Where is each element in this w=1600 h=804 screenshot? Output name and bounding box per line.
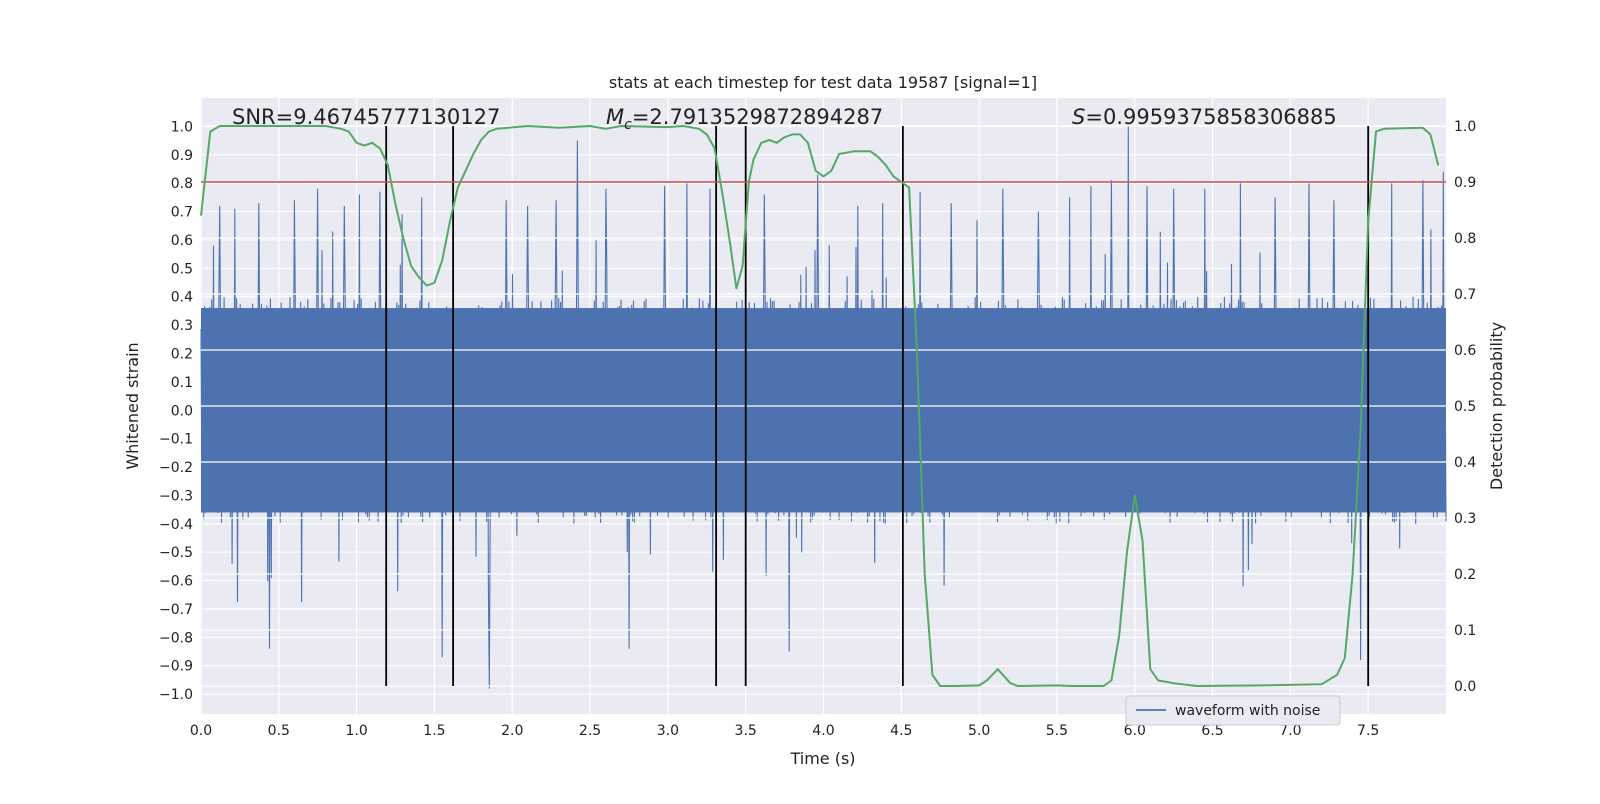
y-left-tick-label: −0.5: [159, 545, 193, 561]
x-tick-label: 7.5: [1357, 723, 1379, 739]
snr-annotation: SNR=9.46745777130127: [232, 105, 500, 129]
y-right-tick-label: 0.5: [1454, 399, 1476, 415]
y-left-tick-label: 0.9: [171, 148, 193, 164]
y-right-tick-label: 0.0: [1454, 679, 1476, 695]
y-left-tick-label: 0.0: [171, 403, 193, 419]
mc-symbol: M: [606, 105, 624, 129]
y-left-axis-label: Whitened strain: [123, 342, 142, 469]
y-left-tick-label: 0.2: [171, 346, 193, 362]
x-tick-labels: 0.0 0.5 1.0 1.5 2.0 2.5 3.0 3.5 4.0 4.5 5.0 5.5 6.0 6…: [190, 723, 1379, 739]
y-left-tick-label: 0.8: [171, 176, 193, 192]
s-symbol: S: [1072, 105, 1085, 129]
y-left-tick-labels: 1.0 0.9 0.8 0.7 0.6 0.5 0.4 0.3 0.2 0.1 0.0 −0.1 −0.…: [159, 119, 193, 703]
x-tick-label: 0.5: [268, 723, 290, 739]
y-left-tick-label: −0.7: [159, 602, 193, 618]
y-left-tick-label: 0.1: [171, 375, 193, 391]
legend-box: [1125, 695, 1341, 726]
x-tick-label: 1.0: [345, 723, 367, 739]
y-left-tick-label: 0.5: [171, 261, 193, 277]
y-right-tick-label: 0.1: [1454, 623, 1476, 639]
s-value: =0.9959375858306885: [1085, 105, 1336, 129]
y-left-tick-label: −0.2: [159, 460, 193, 476]
x-axis-label: Time (s): [789, 749, 855, 768]
x-tick-label: 2.0: [501, 723, 523, 739]
y-right-tick-label: 0.6: [1454, 343, 1476, 359]
y-left-tick-label: 1.0: [171, 119, 193, 135]
y-left-tick-label: 0.7: [171, 205, 193, 221]
y-right-tick-label: 0.4: [1454, 455, 1476, 471]
legend-entry-waveform: waveform with noise: [1175, 703, 1320, 719]
x-tick-label: 5.0: [968, 723, 990, 739]
y-right-tick-label: 0.8: [1454, 231, 1476, 247]
y-left-tick-label: −0.8: [159, 630, 193, 646]
mc-annotation: Mc=2.7913529872894287: [606, 105, 883, 133]
x-tick-label: 4.0: [812, 723, 834, 739]
y-left-tick-label: −0.4: [159, 517, 193, 533]
waveform-series: [200, 126, 1447, 689]
chart-title: stats at each timestep for test data 195…: [609, 73, 1037, 92]
y-right-tick-label: 0.9: [1454, 175, 1476, 191]
y-left-tick-label: 0.6: [171, 233, 193, 249]
mc-subscript: c: [624, 117, 632, 133]
y-left-tick-label: −0.3: [159, 488, 193, 504]
y-left-tick-label: −1.0: [159, 687, 193, 703]
x-tick-label: 7.0: [1279, 723, 1301, 739]
x-tick-label: 0.0: [190, 723, 212, 739]
y-right-tick-label: 0.2: [1454, 567, 1476, 583]
detection-probability-line: [200, 125, 1440, 687]
x-tick-label: 6.0: [1124, 723, 1146, 739]
y-left-tick-label: −0.1: [159, 432, 193, 448]
x-tick-label: 3.0: [657, 723, 679, 739]
x-tick-label: 6.5: [1201, 723, 1223, 739]
y-right-tick-label: 0.7: [1454, 287, 1476, 303]
y-right-tick-label: 0.3: [1454, 511, 1476, 527]
x-tick-label: 2.5: [579, 723, 601, 739]
detection-probability-series: [200, 125, 1440, 687]
waveform-core: [201, 308, 1446, 513]
y-right-axis-label: Detection probability: [1487, 322, 1506, 490]
x-tick-label: 1.5: [423, 723, 445, 739]
y-right-tick-label: 1.0: [1454, 119, 1476, 135]
legend: waveform with noise: [1125, 695, 1341, 726]
y-left-tick-label: 0.3: [171, 318, 193, 334]
x-tick-label: 4.5: [890, 723, 912, 739]
s-annotation: S=0.9959375858306885: [1072, 105, 1337, 129]
y-right-tick-labels: 1.0 0.9 0.8 0.7 0.6 0.5 0.4 0.3 0.2 0.1 0.0: [1454, 119, 1476, 695]
y-left-tick-label: 0.4: [171, 290, 193, 306]
mc-value: =2.7913529872894287: [632, 105, 883, 129]
x-tick-label: 3.5: [735, 723, 757, 739]
y-left-tick-label: −0.6: [159, 574, 193, 590]
x-tick-label: 5.5: [1046, 723, 1068, 739]
y-left-tick-label: −0.9: [159, 659, 193, 675]
